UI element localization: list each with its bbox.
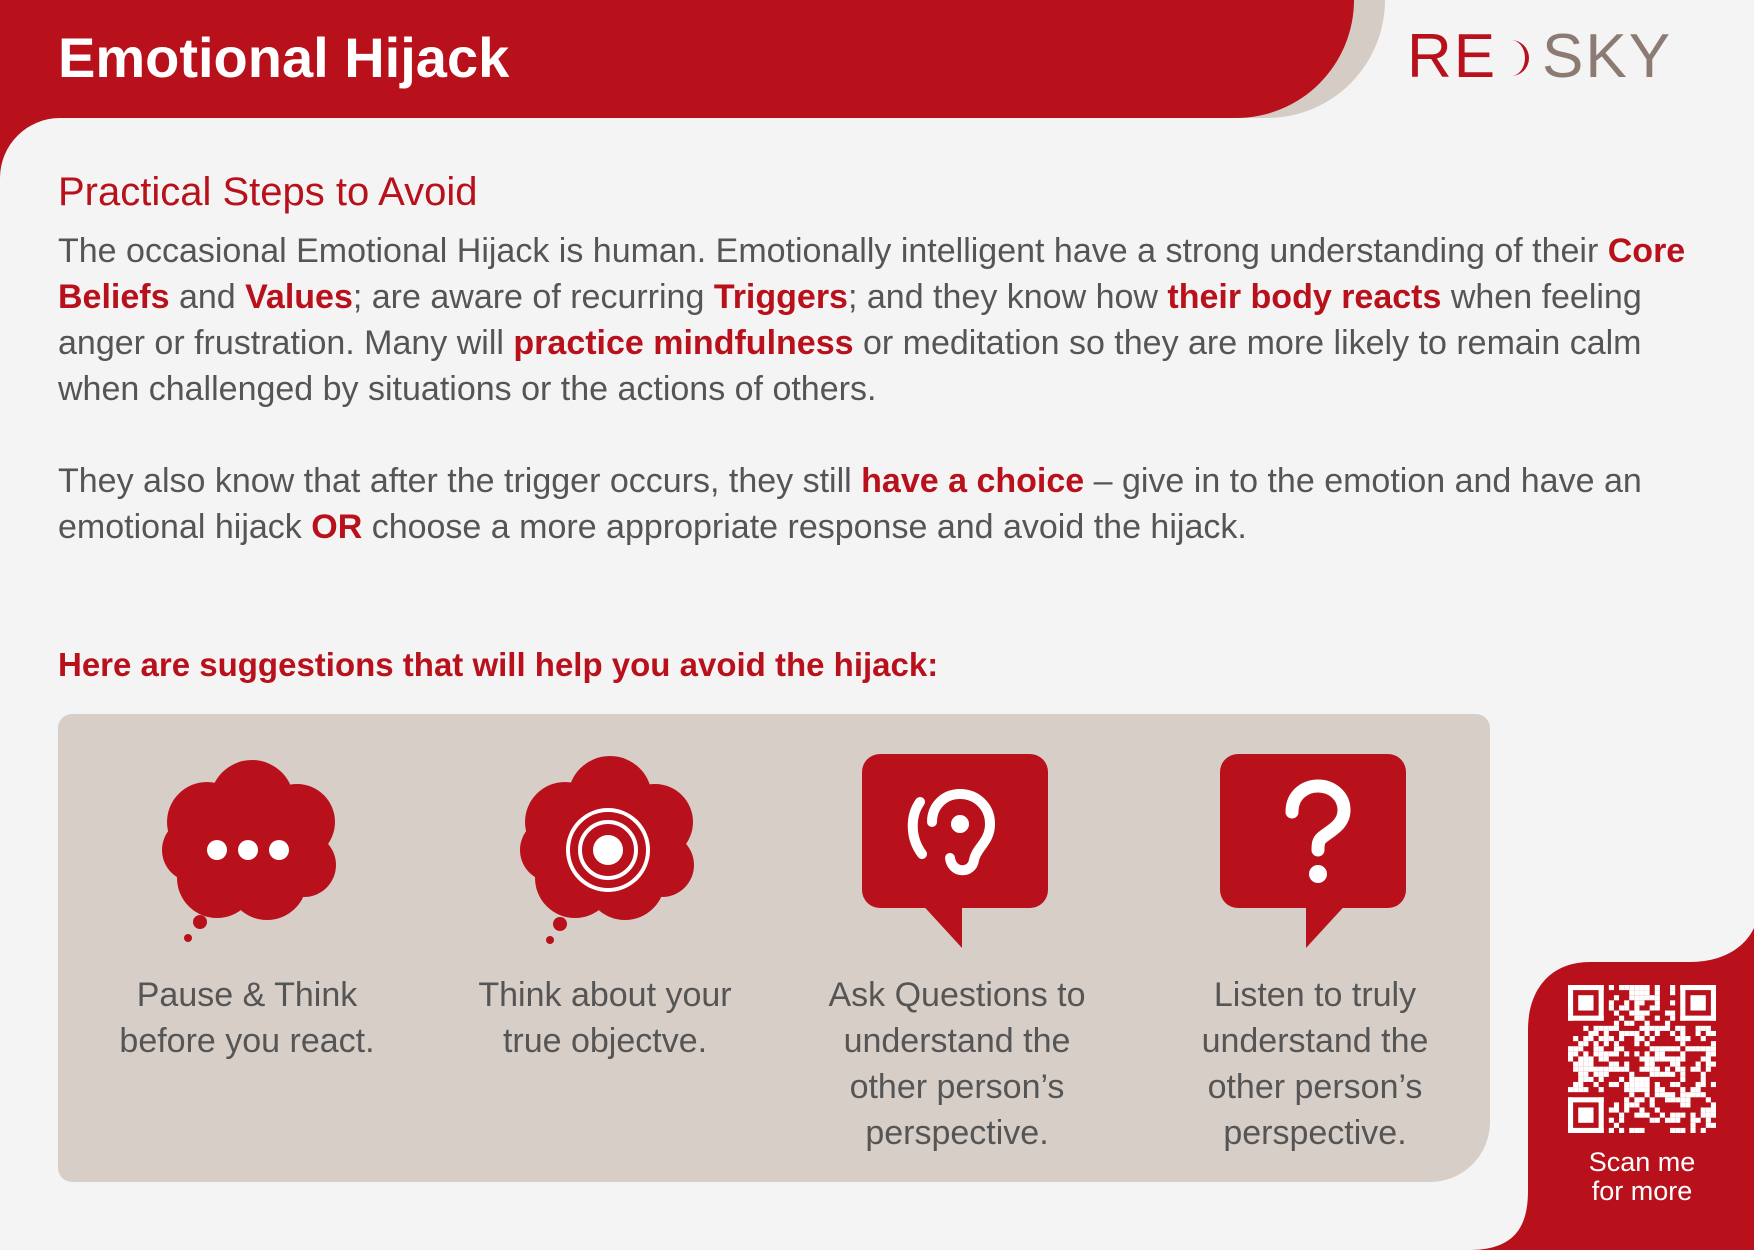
thought-bubble-target-icon [520, 756, 694, 944]
label-line: other person’s [1207, 1068, 1423, 1106]
qr-label-line: Scan me [1588, 1147, 1696, 1177]
suggestion-card-listen: Listen to truly understand the other per… [1150, 750, 1480, 1156]
suggestion-card-pause: Pause & Think before you react. [82, 750, 412, 1064]
text-run: – give in to the emotion and have an emo… [58, 462, 1642, 546]
suggestion-label: Pause & Think before you react. [82, 972, 412, 1064]
label-line: before you react. [119, 1022, 375, 1060]
highlight-core-beliefs: Core Beliefs [58, 232, 1686, 316]
highlight-have-a-choice: have a choice [861, 462, 1085, 500]
label-line: other person’s [849, 1068, 1065, 1106]
label-line: perspective. [1223, 1114, 1407, 1152]
label-line: understand the [1201, 1022, 1429, 1060]
text-run: The occasional Emotional Hijack is human… [58, 232, 1608, 270]
section-title: Practical Steps to Avoid [58, 170, 478, 214]
suggestion-label: Think about your true objectve. [440, 972, 770, 1064]
suggestions-panel: Pause & Think before you react. [58, 714, 1490, 1182]
text-run: when feeling anger or frustration. Many … [58, 278, 1642, 362]
label-line: true objectve. [502, 1022, 708, 1060]
logo-text-red: RE [1407, 22, 1498, 91]
highlight-triggers: Triggers [713, 278, 848, 316]
highlight-or: OR [311, 508, 363, 546]
suggestion-label: Listen to truly understand the other per… [1150, 972, 1480, 1156]
qr-label: Scan me for more [1568, 1148, 1716, 1206]
label-line: Pause & Think [136, 976, 358, 1014]
text-run: ; and they know how [847, 278, 1168, 316]
choice-paragraph: They also know that after the trigger oc… [58, 458, 1698, 550]
highlight-mindfulness: practice mindfulness [513, 324, 854, 362]
text-run: They also know that after the trigger oc… [58, 462, 862, 500]
logo-text-grey: SKY [1542, 22, 1673, 91]
suggestion-label: Ask Questions to understand the other pe… [792, 972, 1122, 1156]
text-run: choose a more appropriate response and a… [362, 508, 1247, 546]
intro-paragraph: The occasional Emotional Hijack is human… [58, 228, 1698, 412]
qr-code[interactable] [1568, 985, 1716, 1133]
redsky-logo: RE SKY [1407, 26, 1697, 88]
suggestion-card-objective: Think about your true objectve. [440, 750, 770, 1064]
suggestions-heading: Here are suggestions that will help you … [58, 646, 939, 683]
qr-label-line: for more [1591, 1176, 1693, 1206]
text-run: ; are aware of recurring [352, 278, 714, 316]
highlight-values: Values [245, 278, 353, 316]
header-bar [0, 0, 1354, 118]
crescent-moon-icon [1511, 40, 1529, 76]
speech-bubble-question-icon [1220, 754, 1406, 948]
label-line: Listen to truly [1213, 976, 1417, 1014]
label-line: Ask Questions to [828, 976, 1086, 1014]
label-line: understand the [843, 1022, 1071, 1060]
page-title: Emotional Hijack [58, 26, 510, 89]
label-line: Think about your [478, 976, 732, 1014]
text-run: and [169, 278, 246, 316]
speech-bubble-ear-icon [862, 754, 1048, 948]
highlight-body-reacts: their body reacts [1167, 278, 1442, 316]
label-line: perspective. [865, 1114, 1049, 1152]
suggestion-card-ask: Ask Questions to understand the other pe… [792, 750, 1122, 1156]
thought-bubble-dots-icon [162, 760, 336, 942]
text-run: or meditation so they are more likely to… [58, 324, 1642, 408]
